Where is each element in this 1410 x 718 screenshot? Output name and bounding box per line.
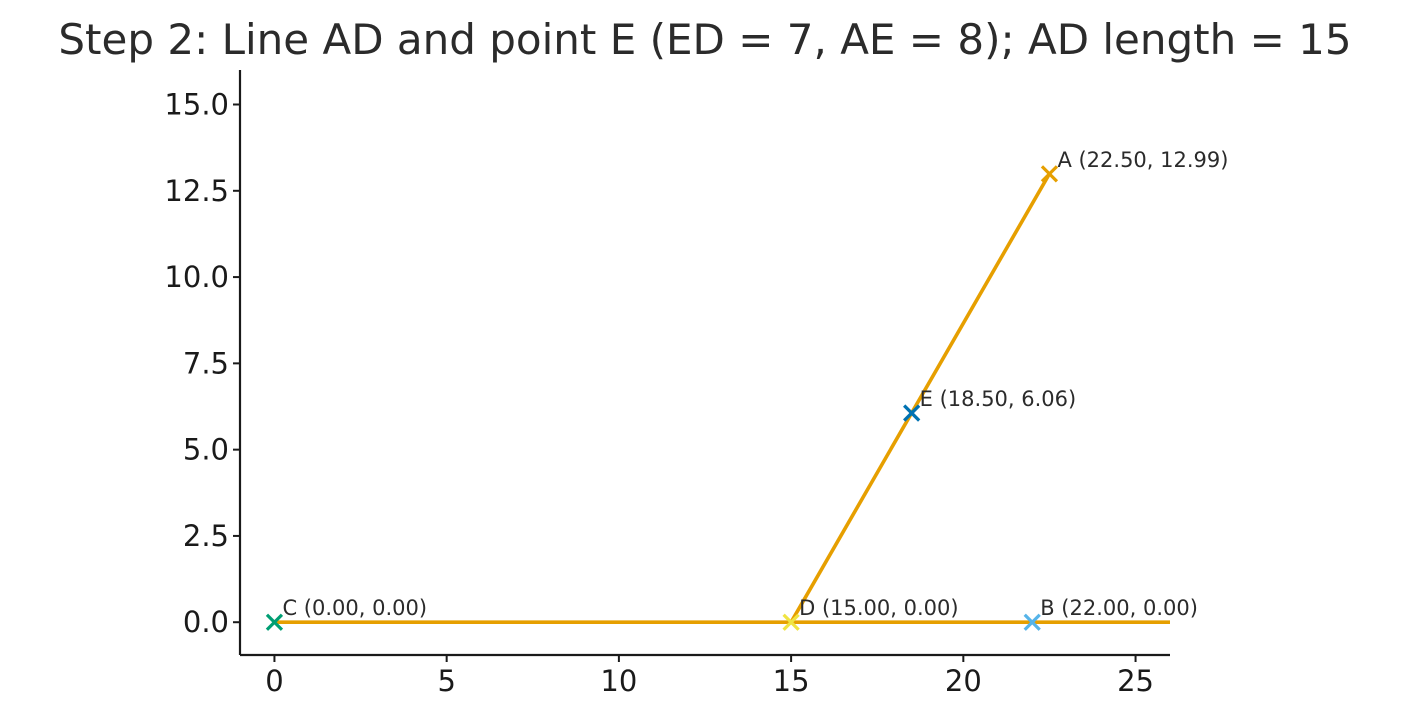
point-marker-a xyxy=(1040,165,1059,183)
point-label-d: D (15.00, 0.00) xyxy=(799,596,958,620)
point-marker-stroke-b xyxy=(1040,165,1059,183)
y-tick-label: 15.0 xyxy=(164,88,229,122)
point-label-a: A (22.50, 12.99) xyxy=(1057,148,1228,172)
chart-title: Step 2: Line AD and point E (ED = 7, AE … xyxy=(58,15,1351,64)
x-tick-label: 20 xyxy=(945,664,982,698)
point-marker-c xyxy=(265,613,284,631)
x-tick-label: 25 xyxy=(1117,664,1154,698)
y-tick-label: 0.0 xyxy=(183,605,229,639)
point-marker-stroke-b xyxy=(782,613,800,631)
y-tick-label: 7.5 xyxy=(183,346,229,380)
point-marker-stroke-b xyxy=(1023,613,1041,631)
point-label-b: B (22.00, 0.00) xyxy=(1040,596,1198,620)
y-tick-label: 10.0 xyxy=(164,260,229,294)
plot-area xyxy=(265,165,1170,631)
point-label-c: C (0.00, 0.00) xyxy=(282,596,427,620)
y-tick-label: 12.5 xyxy=(164,174,229,208)
x-tick-label: 10 xyxy=(600,664,637,698)
point-marker-e xyxy=(903,404,921,422)
y-tick-label: 5.0 xyxy=(183,433,229,467)
y-tick-label: 2.5 xyxy=(183,519,229,553)
x-tick-label: 15 xyxy=(773,664,810,698)
point-labels: A (22.50, 12.99) E (18.50, 6.06) C (0.00, … xyxy=(282,148,1228,620)
point-marker-b xyxy=(1023,613,1041,631)
axes: 0 5 10 15 20 25 0.0 2.5 5.0 7.5 10.0 12.5 15.0 xyxy=(164,70,1170,698)
point-marker-stroke-b xyxy=(903,404,921,422)
point-marker-d xyxy=(782,613,800,631)
x-tick-label: 0 xyxy=(265,664,283,698)
point-label-e: E (18.50, 6.06) xyxy=(920,387,1077,411)
series-line-1 xyxy=(789,173,1051,624)
point-marker-stroke-b xyxy=(265,613,284,631)
x-tick-label: 5 xyxy=(437,664,455,698)
